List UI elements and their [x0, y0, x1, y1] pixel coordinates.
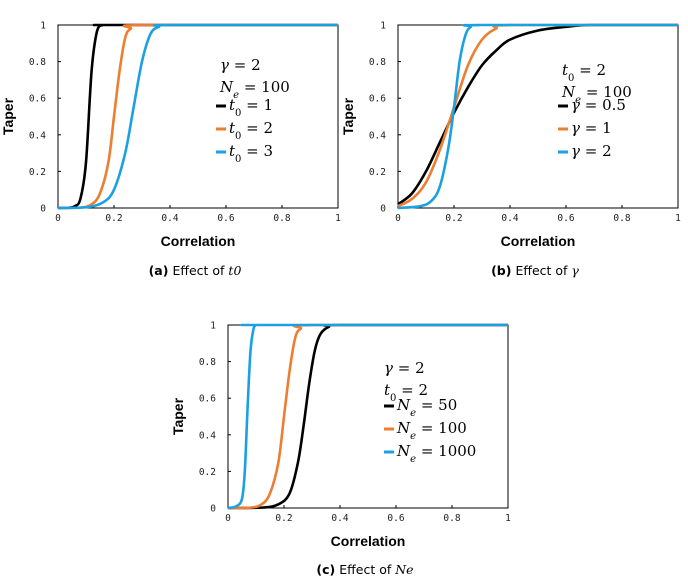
y-tick-label: 1 [210, 321, 216, 332]
legend-label: Ne = 100 [396, 419, 467, 442]
caption-label: (a) [148, 263, 169, 278]
y-tick-label: 0.4 [369, 130, 386, 141]
y-tick-label: 0 [40, 204, 46, 215]
y-tick-label: 0.8 [369, 57, 386, 68]
x-tick-label: 0.4 [331, 513, 348, 524]
legend-label: t0 = 3 [229, 142, 273, 165]
y-tick-label: 0.2 [29, 167, 46, 178]
legend-label: Ne = 50 [396, 396, 457, 419]
caption-text: Effect of [339, 562, 396, 577]
y-tick-label: 0.4 [199, 430, 216, 441]
caption-label: (c) [316, 562, 336, 577]
annotation-text: t0 = 2 [384, 381, 428, 404]
legend-label: γ = 2 [571, 142, 612, 160]
legend-label: γ = 1 [571, 119, 612, 137]
legend-label: γ = 0.5 [571, 96, 626, 114]
legend-label: t0 = 2 [229, 119, 273, 142]
y-tick-label: 0 [210, 504, 216, 515]
caption-label: (b) [491, 263, 512, 278]
x-tick-label: 0 [55, 213, 61, 224]
caption-text: Effect of [172, 263, 229, 278]
plot-frame [397, 24, 679, 209]
x-tick-label: 0.2 [275, 513, 292, 524]
x-tick-label: 0.6 [557, 213, 574, 224]
x-tick-label: 0.6 [217, 213, 234, 224]
caption-b: (b) Effect of γ [410, 263, 660, 278]
x-tick-label: 0.4 [161, 213, 178, 224]
series-line [57, 23, 338, 210]
y-tick-label: 0 [380, 204, 386, 215]
plot-frame [227, 324, 509, 509]
x-tick-label: 0.6 [387, 513, 404, 524]
x-tick-label: 0 [395, 213, 401, 224]
x-tick-label: 0.4 [501, 213, 518, 224]
y-tick-label: 0.2 [199, 467, 216, 478]
y-tick-label: 0.2 [369, 167, 386, 178]
y-axis-title: Taper [170, 397, 186, 435]
y-tick-label: 0.8 [29, 57, 46, 68]
annotation-text: γ = 2 [220, 56, 261, 74]
y-tick-label: 0.4 [29, 130, 46, 141]
plot-frame [57, 24, 339, 209]
series-line [57, 23, 338, 210]
series-line [227, 323, 508, 510]
caption-c: (c) Effect of Ne [240, 562, 490, 577]
y-axis-title: Taper [340, 97, 356, 135]
caption-symbol: γ [571, 263, 579, 278]
series-line [397, 23, 678, 210]
x-tick-label: 1 [335, 213, 341, 224]
y-tick-label: 1 [380, 21, 386, 32]
y-tick-label: 0.6 [29, 94, 46, 105]
chart-panel-c: 0 0.2 0.4 0.6 0.8 1 0 0.2 0.4 0.6 0.8 1 Correlation T… [170, 321, 511, 550]
series-line [57, 23, 338, 210]
legend-label: t0 = 1 [229, 96, 273, 119]
legend-label: Ne = 1000 [396, 442, 476, 465]
caption-symbol: t0 [228, 263, 242, 278]
caption-a: (a) Effect of t0 [70, 263, 320, 278]
caption-symbol: Ne [395, 562, 414, 577]
y-tick-label: 0.6 [199, 394, 216, 405]
series-line [397, 23, 678, 206]
y-axis-title: Taper [0, 97, 16, 135]
series-line [397, 23, 678, 208]
x-axis-title: Correlation [501, 233, 576, 249]
x-axis-title: Correlation [331, 533, 406, 549]
series-line [227, 323, 508, 510]
y-tick-label: 0.8 [199, 357, 216, 368]
x-tick-label: 1 [675, 213, 681, 224]
annotation-text: γ = 2 [384, 359, 425, 377]
annotation-text: t0 = 2 [562, 61, 606, 84]
x-tick-label: 1 [505, 513, 511, 524]
series-line [227, 323, 508, 510]
annotation-text: Ne = 100 [561, 83, 632, 106]
x-tick-label: 0 [225, 513, 231, 524]
x-tick-label: 0.8 [613, 213, 630, 224]
chart-panel-a: 0 0.2 0.4 0.6 0.8 1 0 0.2 0.4 0.6 0.8 1 Correlation T… [0, 21, 341, 250]
annotation-text: Ne = 100 [219, 78, 290, 101]
x-tick-label: 0.2 [445, 213, 462, 224]
x-tick-label: 0.8 [273, 213, 290, 224]
chart-panel-b: 0 0.2 0.4 0.6 0.8 1 0 0.2 0.4 0.6 0.8 1 Correlation T… [340, 21, 681, 250]
y-tick-label: 1 [40, 21, 46, 32]
y-tick-label: 0.6 [369, 94, 386, 105]
x-tick-label: 0.2 [105, 213, 122, 224]
x-tick-label: 0.8 [443, 513, 460, 524]
x-axis-title: Correlation [161, 233, 236, 249]
caption-text: Effect of [515, 263, 572, 278]
